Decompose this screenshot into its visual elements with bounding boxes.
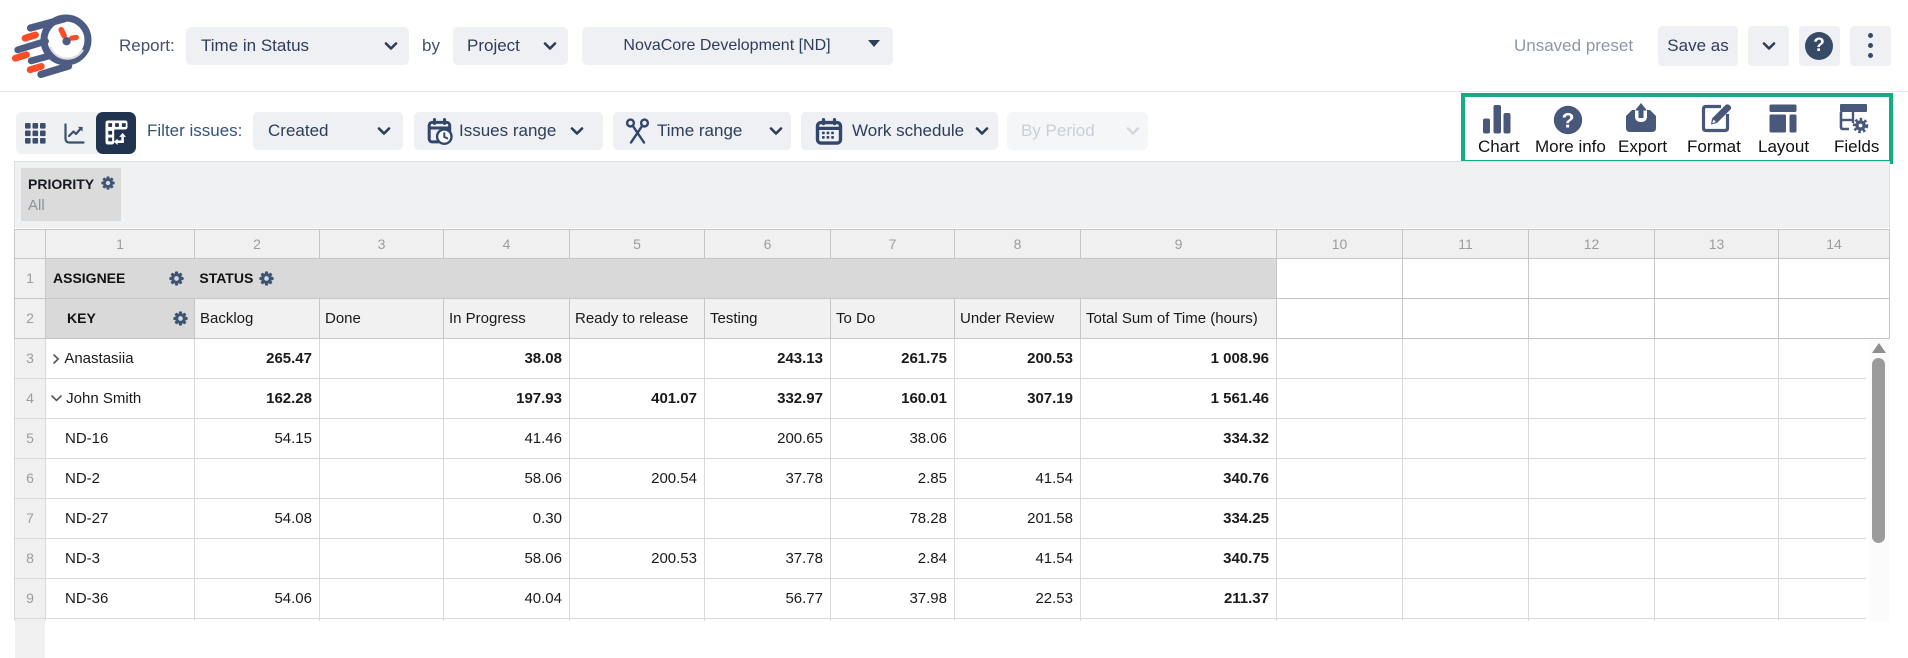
svg-text:?: ?: [1562, 109, 1575, 132]
